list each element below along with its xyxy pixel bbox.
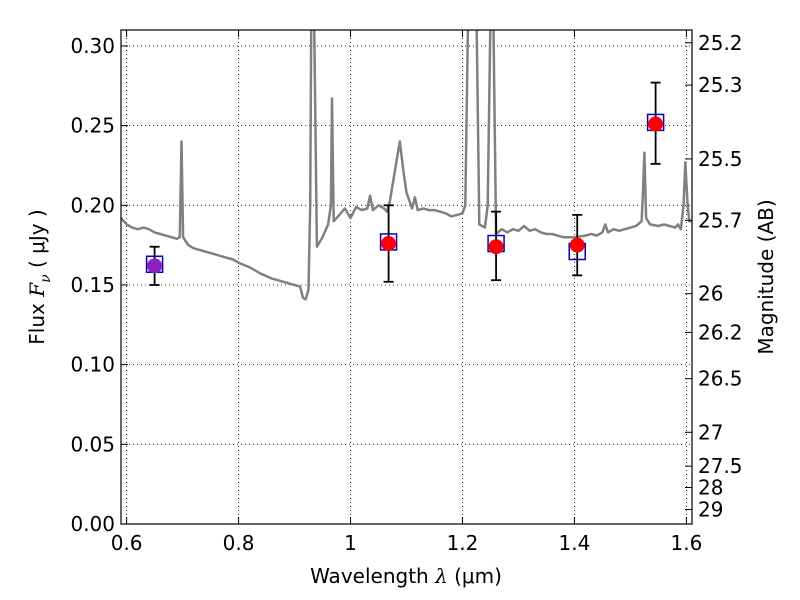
y-axis-label: Flux Fν ( μJy ) xyxy=(25,209,54,344)
x-axis-label: Wavelength λ (μm) xyxy=(310,564,502,588)
y-tick-label: 0.00 xyxy=(70,512,115,536)
y-tick-label: 0.30 xyxy=(70,34,115,58)
x-axis-ticks: 0.6 0.8 1 1.2 1.4 1.6 xyxy=(111,30,702,555)
y-tick-label: 0.05 xyxy=(70,432,115,456)
x-tick-label: 1.6 xyxy=(670,531,702,555)
magnitude-tick-label: 29 xyxy=(698,497,723,521)
x-tick-label: 1 xyxy=(344,531,357,555)
x-tick-label: 0.8 xyxy=(223,531,255,555)
magnitude-tick-label: 25.7 xyxy=(698,208,743,232)
magnitude-tick-label: 25.5 xyxy=(698,147,743,171)
plot-background xyxy=(121,30,692,524)
plot-frame xyxy=(120,29,693,525)
model-band-layer xyxy=(145,113,665,274)
magnitude-tick-label: 27.5 xyxy=(698,454,743,478)
x-axis-symbol: λ xyxy=(434,564,448,588)
observed-point-layer xyxy=(147,116,664,274)
x-tick-label: 1.2 xyxy=(447,531,479,555)
y-tick-label: 0.20 xyxy=(70,193,115,217)
y-axis-ticks: 0.00 0.05 0.10 0.15 0.20 0.25 0.30 xyxy=(70,34,128,536)
y-axis-subscript: ν xyxy=(38,274,54,283)
y-tick-label: 0.15 xyxy=(70,273,115,297)
observed-point xyxy=(381,236,397,252)
magnitude-tick-label: 26.5 xyxy=(698,367,743,391)
magnitude-tick-label: 26 xyxy=(698,282,723,306)
observed-point xyxy=(569,237,585,253)
magnitude-tick-label: 26.2 xyxy=(698,320,743,344)
spectrum-layer xyxy=(121,30,692,301)
x-tick-label: 0.6 xyxy=(111,531,143,555)
magnitude-tick-label: 27 xyxy=(698,420,723,444)
observed-point xyxy=(488,239,504,255)
magnitude-tick-label: 25.3 xyxy=(698,73,743,97)
observed-point xyxy=(648,116,664,132)
magnitude-tick-label: 28 xyxy=(698,475,723,499)
right-axis-label: Magnitude (AB) xyxy=(754,199,778,354)
y-axis-symbol: F xyxy=(25,282,49,298)
y-tick-label: 0.10 xyxy=(70,353,115,377)
model-spectrum-line xyxy=(121,30,692,301)
y-tick-label: 0.25 xyxy=(70,114,115,138)
magnitude-tick-label: 25.2 xyxy=(698,31,743,55)
observed-point xyxy=(147,258,163,274)
x-tick-label: 1.4 xyxy=(559,531,591,555)
